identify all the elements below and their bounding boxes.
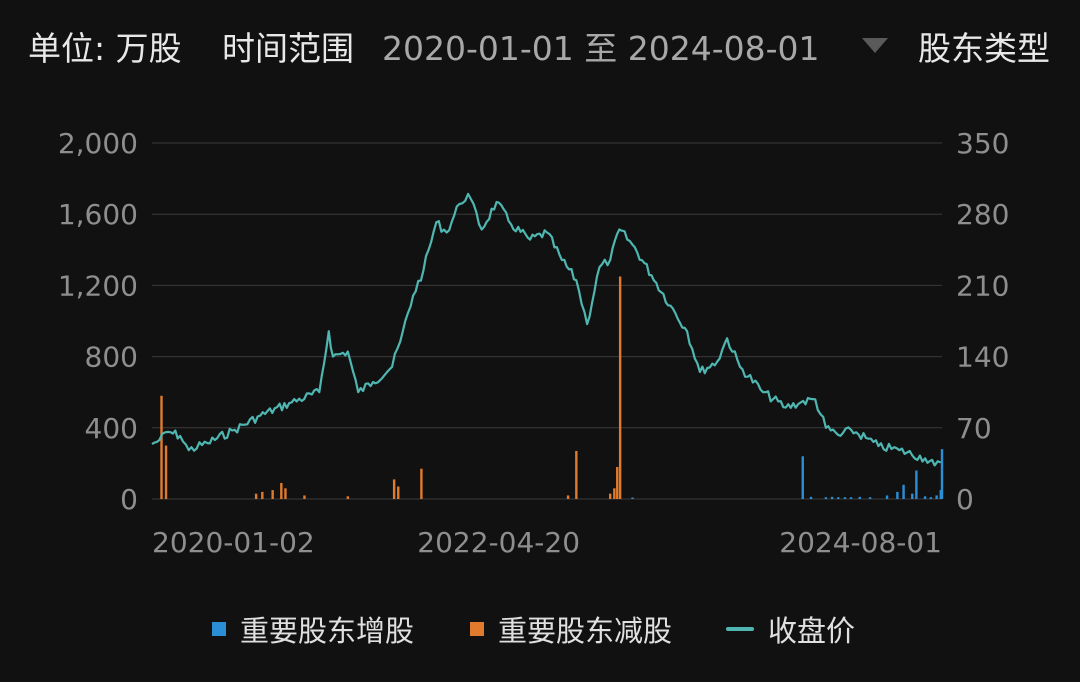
bar-decrease[interactable] [303,495,306,499]
legend-swatch-increase [212,622,226,636]
time-range-label: 时间范围 [222,29,354,68]
y-right-tick-label: 70 [956,412,992,445]
bar-increase[interactable] [896,491,899,499]
bar-decrease[interactable] [254,493,258,499]
x-tick-label: 2022-04-20 [417,526,580,559]
bar-decrease[interactable] [420,468,423,499]
y-right-tick-label: 0 [956,483,974,516]
legend-label-close-price: 收盘价 [768,614,856,648]
y-left-tick-label: 400 [85,412,138,445]
bar-increase[interactable] [858,496,861,499]
x-tick-label: 2024-08-01 [779,526,942,559]
bar-increase[interactable] [915,470,918,499]
chart-legend: 重要股东增股 重要股东减股 收盘价 [0,600,1080,650]
legend-item-increase[interactable]: 重要股东增股 [212,608,414,650]
legend-label-increase: 重要股东增股 [240,614,415,648]
chevron-down-icon[interactable] [862,38,888,53]
unit-label: 单位: 万股 [28,29,182,68]
bar-increase[interactable] [940,449,944,499]
bar-increase[interactable] [885,495,889,499]
time-range-value[interactable]: 2020-01-01 至 2024-08-01 [382,29,820,68]
bar-increase[interactable] [830,496,834,499]
bar-increase[interactable] [849,497,853,499]
bar-decrease[interactable] [164,445,168,499]
bar-decrease[interactable] [392,479,396,499]
bar-decrease[interactable] [271,490,274,499]
bar-increase[interactable] [631,497,634,499]
y-left-tick-label: 1,200 [58,269,138,302]
chart-header: 单位: 万股 时间范围 2020-01-01 至 2024-08-01 股东类型 [0,0,1080,90]
y-left-tick-label: 0 [120,483,138,516]
legend-label-decrease: 重要股东减股 [498,614,673,648]
bar-decrease[interactable] [616,466,619,499]
legend-item-decrease[interactable]: 重要股东减股 [470,608,672,650]
bar-decrease[interactable] [160,395,163,499]
bar-increase[interactable] [935,495,938,499]
bar-decrease[interactable] [280,482,283,499]
bar-decrease[interactable] [613,488,616,499]
close-price-line[interactable] [151,192,942,467]
bar-increase[interactable] [902,484,905,499]
y-right-tick-label: 350 [956,127,1009,160]
bar-increase[interactable] [843,497,847,499]
bar-increase[interactable] [911,493,914,499]
bar-increase[interactable] [929,497,933,499]
bar-increase[interactable] [939,490,942,499]
y-right-tick-label: 140 [956,341,1009,374]
y-left-tick-label: 800 [85,341,138,374]
bar-increase[interactable] [801,456,804,499]
y-right-tick-label: 210 [956,269,1009,302]
bar-increase[interactable] [868,497,872,499]
y-right-tick-label: 280 [956,198,1009,231]
bar-increase[interactable] [809,496,813,499]
bar-decrease[interactable] [346,496,350,499]
y-left-tick-label: 2,000 [58,127,138,160]
legend-swatch-close-price [726,627,754,631]
bar-decrease[interactable] [575,450,578,499]
bar-increase[interactable] [837,497,840,499]
legend-swatch-decrease [470,622,484,636]
bar-decrease[interactable] [284,488,287,499]
holder-change-chart: 0 0 400 70 800 140 1,200 210 1,600 280 2,000 350 202… [58,127,1010,559]
y-left-tick-label: 1,600 [58,198,138,231]
bar-increase[interactable] [923,496,927,499]
bar-decrease[interactable] [397,486,400,499]
bar-decrease[interactable] [261,491,264,499]
bar-decrease[interactable] [609,493,612,499]
x-tick-label: 2020-01-02 [152,526,315,559]
bar-decrease[interactable] [618,276,622,500]
bar-increase[interactable] [824,497,828,499]
legend-item-close-price[interactable]: 收盘价 [726,608,855,650]
holder-type-filter[interactable]: 股东类型 [918,29,1050,68]
bar-decrease[interactable] [566,495,570,499]
